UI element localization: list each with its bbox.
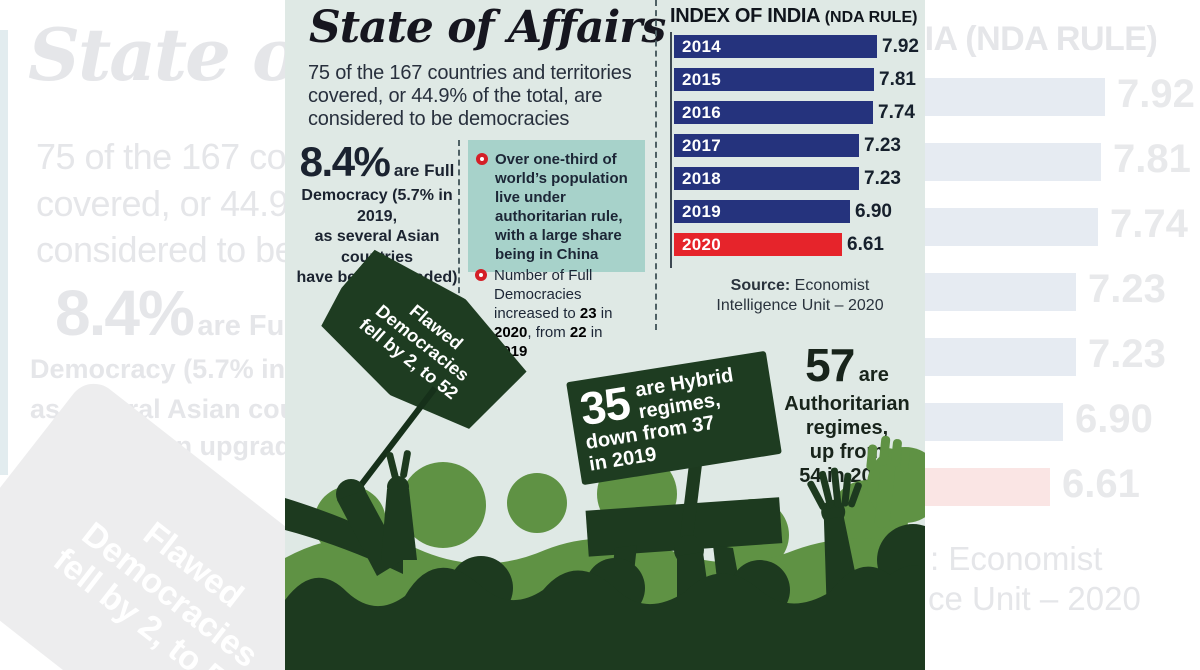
chart-bar-row: 2018 7.23 (674, 167, 919, 190)
protest-crowd-illustration (285, 386, 925, 670)
ghost-chart-bar-value: 6.61 (1062, 462, 1140, 506)
chart-bar-value: 7.92 (882, 35, 919, 57)
chart-bar-row: 2017 7.23 (674, 134, 919, 157)
bullet2-count-2020: 23 (579, 305, 597, 322)
chart-bar-row: 2020 6.61 (674, 233, 919, 256)
ghost-chart-bar-value: 6.90 (1075, 397, 1153, 441)
divider-dashed-left (458, 140, 460, 352)
chart-title-main: INDEX OF INDIA (670, 5, 821, 27)
ghost-chart-bar-value: 7.92 (1117, 72, 1195, 116)
page-title: State of Affairs (309, 2, 666, 53)
chart-bar-value: 7.23 (864, 134, 901, 156)
source-label: Source: (730, 277, 791, 294)
source-line: Intelligence Unit – 2020 (716, 297, 884, 314)
ghost-chart-bar-value: 7.23 (1088, 267, 1166, 311)
bullet2-sep: in (586, 324, 603, 341)
ghost-chart-bar-value: 7.23 (1088, 332, 1166, 376)
subtitle-line: considered to be democracies (308, 108, 570, 130)
peace-sign-hand (381, 450, 417, 560)
chart-bar-row: 2016 7.74 (674, 101, 919, 124)
ghost-percent-row: 8.4% are Full (55, 276, 300, 350)
chart-bars: 2014 7.92 2015 7.81 2016 7.74 2017 7.23 2018 7.23… (674, 35, 919, 256)
chart-bar: 2018 (674, 167, 859, 190)
chart-title: INDEX OF INDIA (NDA RULE) (670, 5, 917, 28)
chart-bar-year: 2016 (682, 102, 722, 122)
chart-bar-value: 7.81 (879, 68, 916, 90)
divider-dashed-chart (655, 0, 657, 330)
infographic-panel: State of Affairs 75 of the 167 countries… (285, 0, 925, 670)
chart-bar: 2015 (674, 68, 874, 91)
source-line: Source: Economist (680, 276, 920, 296)
chart-bar-value: 7.23 (864, 167, 901, 189)
sign-stick (678, 461, 703, 549)
chart-bar-value: 6.90 (855, 200, 892, 222)
full-democracy-line: Democracy (5.7% in 2019, (301, 187, 453, 225)
full-democracy-after: are Full (393, 161, 455, 180)
chart-bar-year: 2014 (682, 36, 722, 56)
chart-bar: 2016 (674, 101, 873, 124)
ghost-chart-bar-value: 7.81 (1113, 137, 1191, 181)
subtitle-line: 75 of the 167 countries and territories (308, 62, 632, 84)
raised-hand-back (866, 435, 911, 528)
ghost-source-line: : Economist (930, 540, 1103, 577)
chart-bar-year: 2018 (682, 168, 722, 188)
chart-bar-row: 2014 7.92 (674, 35, 919, 58)
bullet2-year-2020: 2020 (494, 324, 528, 341)
chart-title-suffix: (NDA RULE) (824, 9, 918, 26)
chart-bar: 2014 (674, 35, 877, 58)
authoritarian-line: regimes, (805, 417, 889, 439)
hybrid-count: 35 (576, 376, 634, 436)
bullet2-lead: Number of Full Democracies increased to (494, 267, 593, 322)
chart-bar-value: 7.74 (878, 101, 915, 123)
bullet2-sep: in (596, 305, 613, 322)
chart-bar-year: 2019 (682, 201, 722, 221)
full-democracy-percent: 8.4% (299, 138, 391, 185)
authoritarian-line: up from (809, 441, 885, 463)
subtitle-line: covered, or 44.9% of the total, are (308, 85, 603, 107)
chart-bar: 2019 (674, 200, 850, 223)
source-note: Source: Economist Intelligence Unit – 20… (680, 276, 920, 316)
chart-bar-row: 2019 6.90 (674, 200, 919, 223)
crowd-front-layer (285, 386, 925, 670)
authoritarian-note-box: Over one-third of world’s population liv… (468, 140, 645, 272)
bullet2-count-2019: 22 (569, 324, 587, 341)
subtitle: 75 of the 167 countries and territories … (308, 62, 632, 131)
ghost-chart-bar-value: 7.74 (1110, 202, 1188, 246)
ghost-left-strip (0, 30, 8, 475)
source-text: Economist (790, 277, 870, 294)
chart-bar-row: 2015 7.81 (674, 68, 919, 91)
ghost-percent-value: 8.4% (55, 277, 195, 349)
ghost-percent-after: are Full (197, 310, 301, 342)
chart-bar: 2017 (674, 134, 859, 157)
bullet1-text: Over one-third of world’s population liv… (495, 151, 628, 263)
authoritarian-count: 57 (805, 339, 855, 391)
authoritarian-line: Authoritarian (784, 393, 910, 415)
chart-bar-year: 2020 (682, 234, 722, 254)
full-democracy-block: 8.4% are Full Democracy (5.7% in 2019, a… (293, 138, 461, 289)
authoritarian-after: are (858, 364, 889, 386)
bullet2-sep: , from (527, 324, 570, 341)
chart-axis-line (670, 32, 672, 268)
chart-bar-value: 6.61 (847, 233, 884, 255)
chart-bar-year: 2015 (682, 69, 722, 89)
bullet2-text: Number of Full Democracies increased to … (494, 266, 630, 361)
ghost-source-line: ce Unit – 2020 (928, 580, 1141, 617)
chart-bar: 2020 (674, 233, 842, 256)
chart-bar-year: 2017 (682, 135, 722, 155)
bullet-icon (476, 153, 488, 165)
bullet-icon (475, 269, 487, 281)
